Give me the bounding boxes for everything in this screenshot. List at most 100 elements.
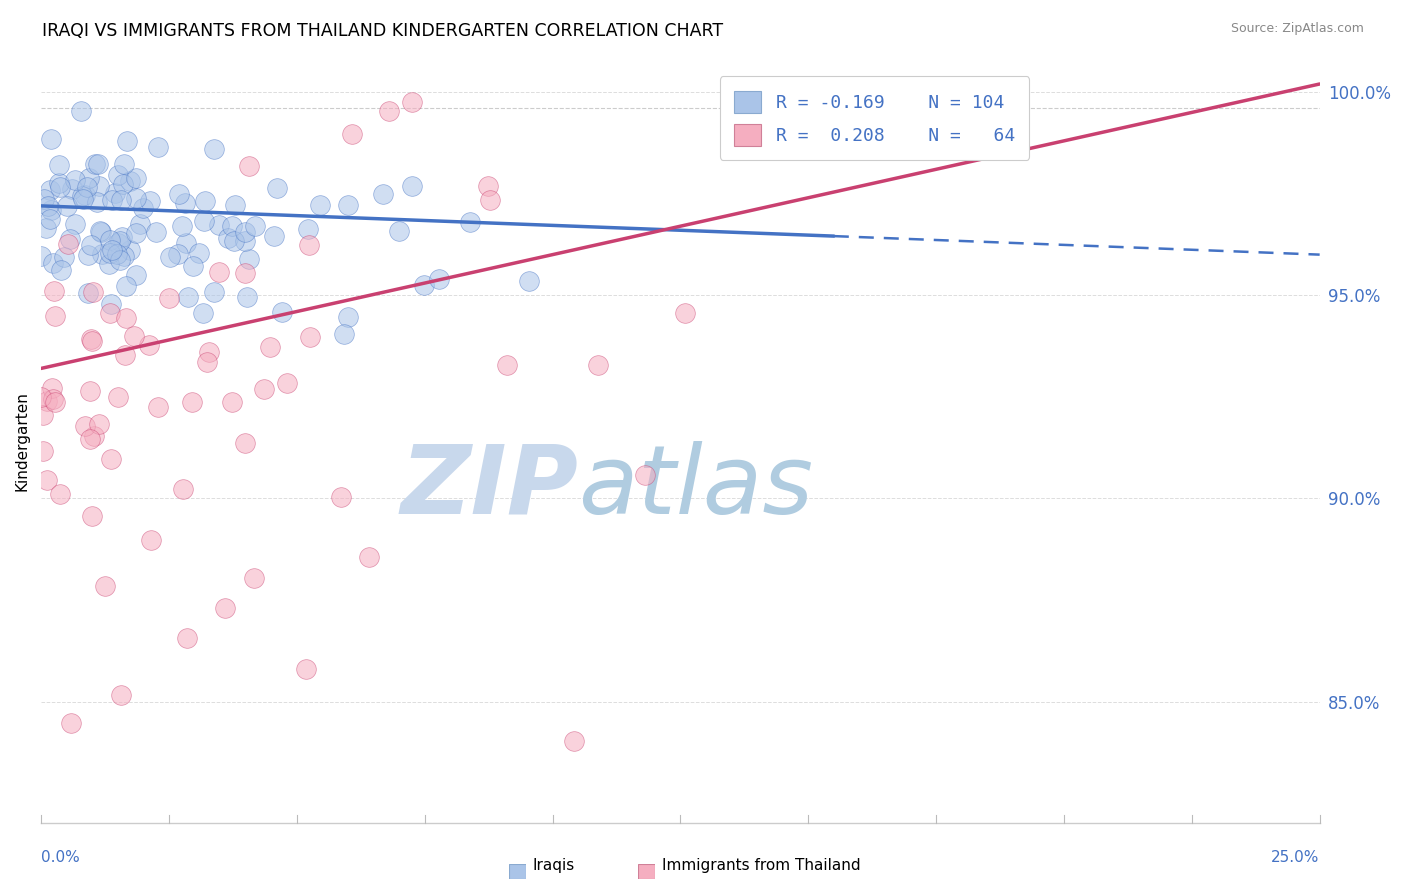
Point bbox=[34, 192, 56, 206]
Point bbox=[48, 177, 70, 191]
Point bbox=[72, 189, 94, 203]
Legend: R = -0.169    N = 104, R =  0.208    N =   64: R = -0.169 N = 104, R = 0.208 N = 64 bbox=[720, 77, 1029, 160]
Point bbox=[118, 243, 141, 257]
Point bbox=[562, 734, 585, 748]
Text: IRAQI VS IMMIGRANTS FROM THAILAND KINDERGARTEN CORRELATION CHART: IRAQI VS IMMIGRANTS FROM THAILAND KINDER… bbox=[42, 22, 723, 40]
Point bbox=[115, 278, 138, 293]
Point bbox=[59, 716, 82, 731]
Point bbox=[129, 217, 152, 231]
Point bbox=[39, 202, 62, 217]
Point bbox=[337, 310, 360, 325]
Point bbox=[44, 310, 66, 324]
Point bbox=[309, 198, 332, 212]
Point bbox=[111, 230, 134, 244]
Point bbox=[70, 103, 93, 118]
Point bbox=[145, 225, 167, 239]
Point bbox=[330, 490, 353, 504]
Point bbox=[75, 419, 97, 434]
Point bbox=[83, 428, 105, 442]
Text: 25.0%: 25.0% bbox=[1271, 850, 1320, 865]
Point bbox=[336, 198, 359, 212]
Point bbox=[124, 170, 146, 185]
Point bbox=[401, 178, 423, 193]
Point bbox=[39, 132, 62, 146]
Point bbox=[107, 168, 129, 182]
Point bbox=[259, 340, 281, 354]
Point bbox=[221, 219, 243, 234]
Point bbox=[80, 332, 103, 346]
Point bbox=[222, 234, 245, 248]
Point bbox=[194, 194, 217, 208]
Point bbox=[73, 188, 96, 202]
Point bbox=[180, 394, 202, 409]
Point bbox=[266, 181, 288, 195]
Point bbox=[373, 187, 395, 202]
Point bbox=[48, 158, 70, 172]
Point bbox=[111, 178, 134, 192]
Text: 0.0%: 0.0% bbox=[41, 850, 80, 865]
Point bbox=[193, 214, 215, 228]
Point bbox=[98, 233, 121, 247]
Point bbox=[342, 127, 364, 141]
Point bbox=[357, 549, 380, 564]
Point bbox=[76, 179, 98, 194]
Point bbox=[139, 194, 162, 208]
Point bbox=[172, 482, 194, 496]
Point bbox=[107, 390, 129, 404]
Point bbox=[105, 247, 128, 261]
Point bbox=[39, 211, 62, 226]
Point bbox=[195, 355, 218, 369]
Point bbox=[177, 290, 200, 304]
Point bbox=[238, 159, 260, 173]
Point bbox=[477, 179, 499, 194]
Point bbox=[51, 263, 73, 277]
Point bbox=[236, 289, 259, 303]
Point bbox=[100, 451, 122, 466]
Point bbox=[217, 231, 239, 245]
Point bbox=[86, 194, 108, 209]
Text: Iraqis: Iraqis bbox=[533, 858, 575, 872]
Point bbox=[37, 394, 59, 409]
Point bbox=[214, 600, 236, 615]
Point bbox=[224, 198, 246, 212]
Point bbox=[233, 225, 256, 239]
Point bbox=[479, 193, 502, 207]
Point bbox=[110, 193, 132, 207]
Point bbox=[159, 250, 181, 264]
Point bbox=[233, 436, 256, 450]
Point bbox=[401, 95, 423, 110]
Point bbox=[427, 272, 450, 286]
Point bbox=[35, 221, 58, 235]
Text: Immigrants from Thailand: Immigrants from Thailand bbox=[662, 858, 860, 872]
Point bbox=[673, 306, 696, 320]
Point bbox=[108, 252, 131, 267]
Point bbox=[41, 381, 63, 395]
Text: Source: ZipAtlas.com: Source: ZipAtlas.com bbox=[1230, 22, 1364, 36]
Point bbox=[115, 311, 138, 326]
Point bbox=[108, 234, 131, 248]
Point bbox=[295, 662, 318, 676]
Point bbox=[49, 180, 72, 194]
Point bbox=[56, 236, 79, 251]
Point bbox=[79, 384, 101, 398]
Point bbox=[132, 201, 155, 215]
Point bbox=[80, 508, 103, 523]
Point bbox=[107, 235, 129, 250]
Point bbox=[59, 232, 82, 246]
Point bbox=[77, 247, 100, 261]
Point bbox=[333, 326, 356, 341]
Point bbox=[413, 277, 436, 292]
Point bbox=[297, 238, 319, 252]
Point bbox=[276, 376, 298, 390]
Point bbox=[517, 274, 540, 288]
Point bbox=[98, 245, 121, 260]
Point bbox=[89, 179, 111, 194]
Point bbox=[198, 344, 221, 359]
Point bbox=[188, 246, 211, 260]
Point bbox=[271, 305, 294, 319]
Point bbox=[31, 408, 53, 422]
Point bbox=[65, 173, 87, 187]
Point bbox=[53, 250, 76, 264]
Point bbox=[243, 571, 266, 585]
Point bbox=[208, 265, 231, 279]
